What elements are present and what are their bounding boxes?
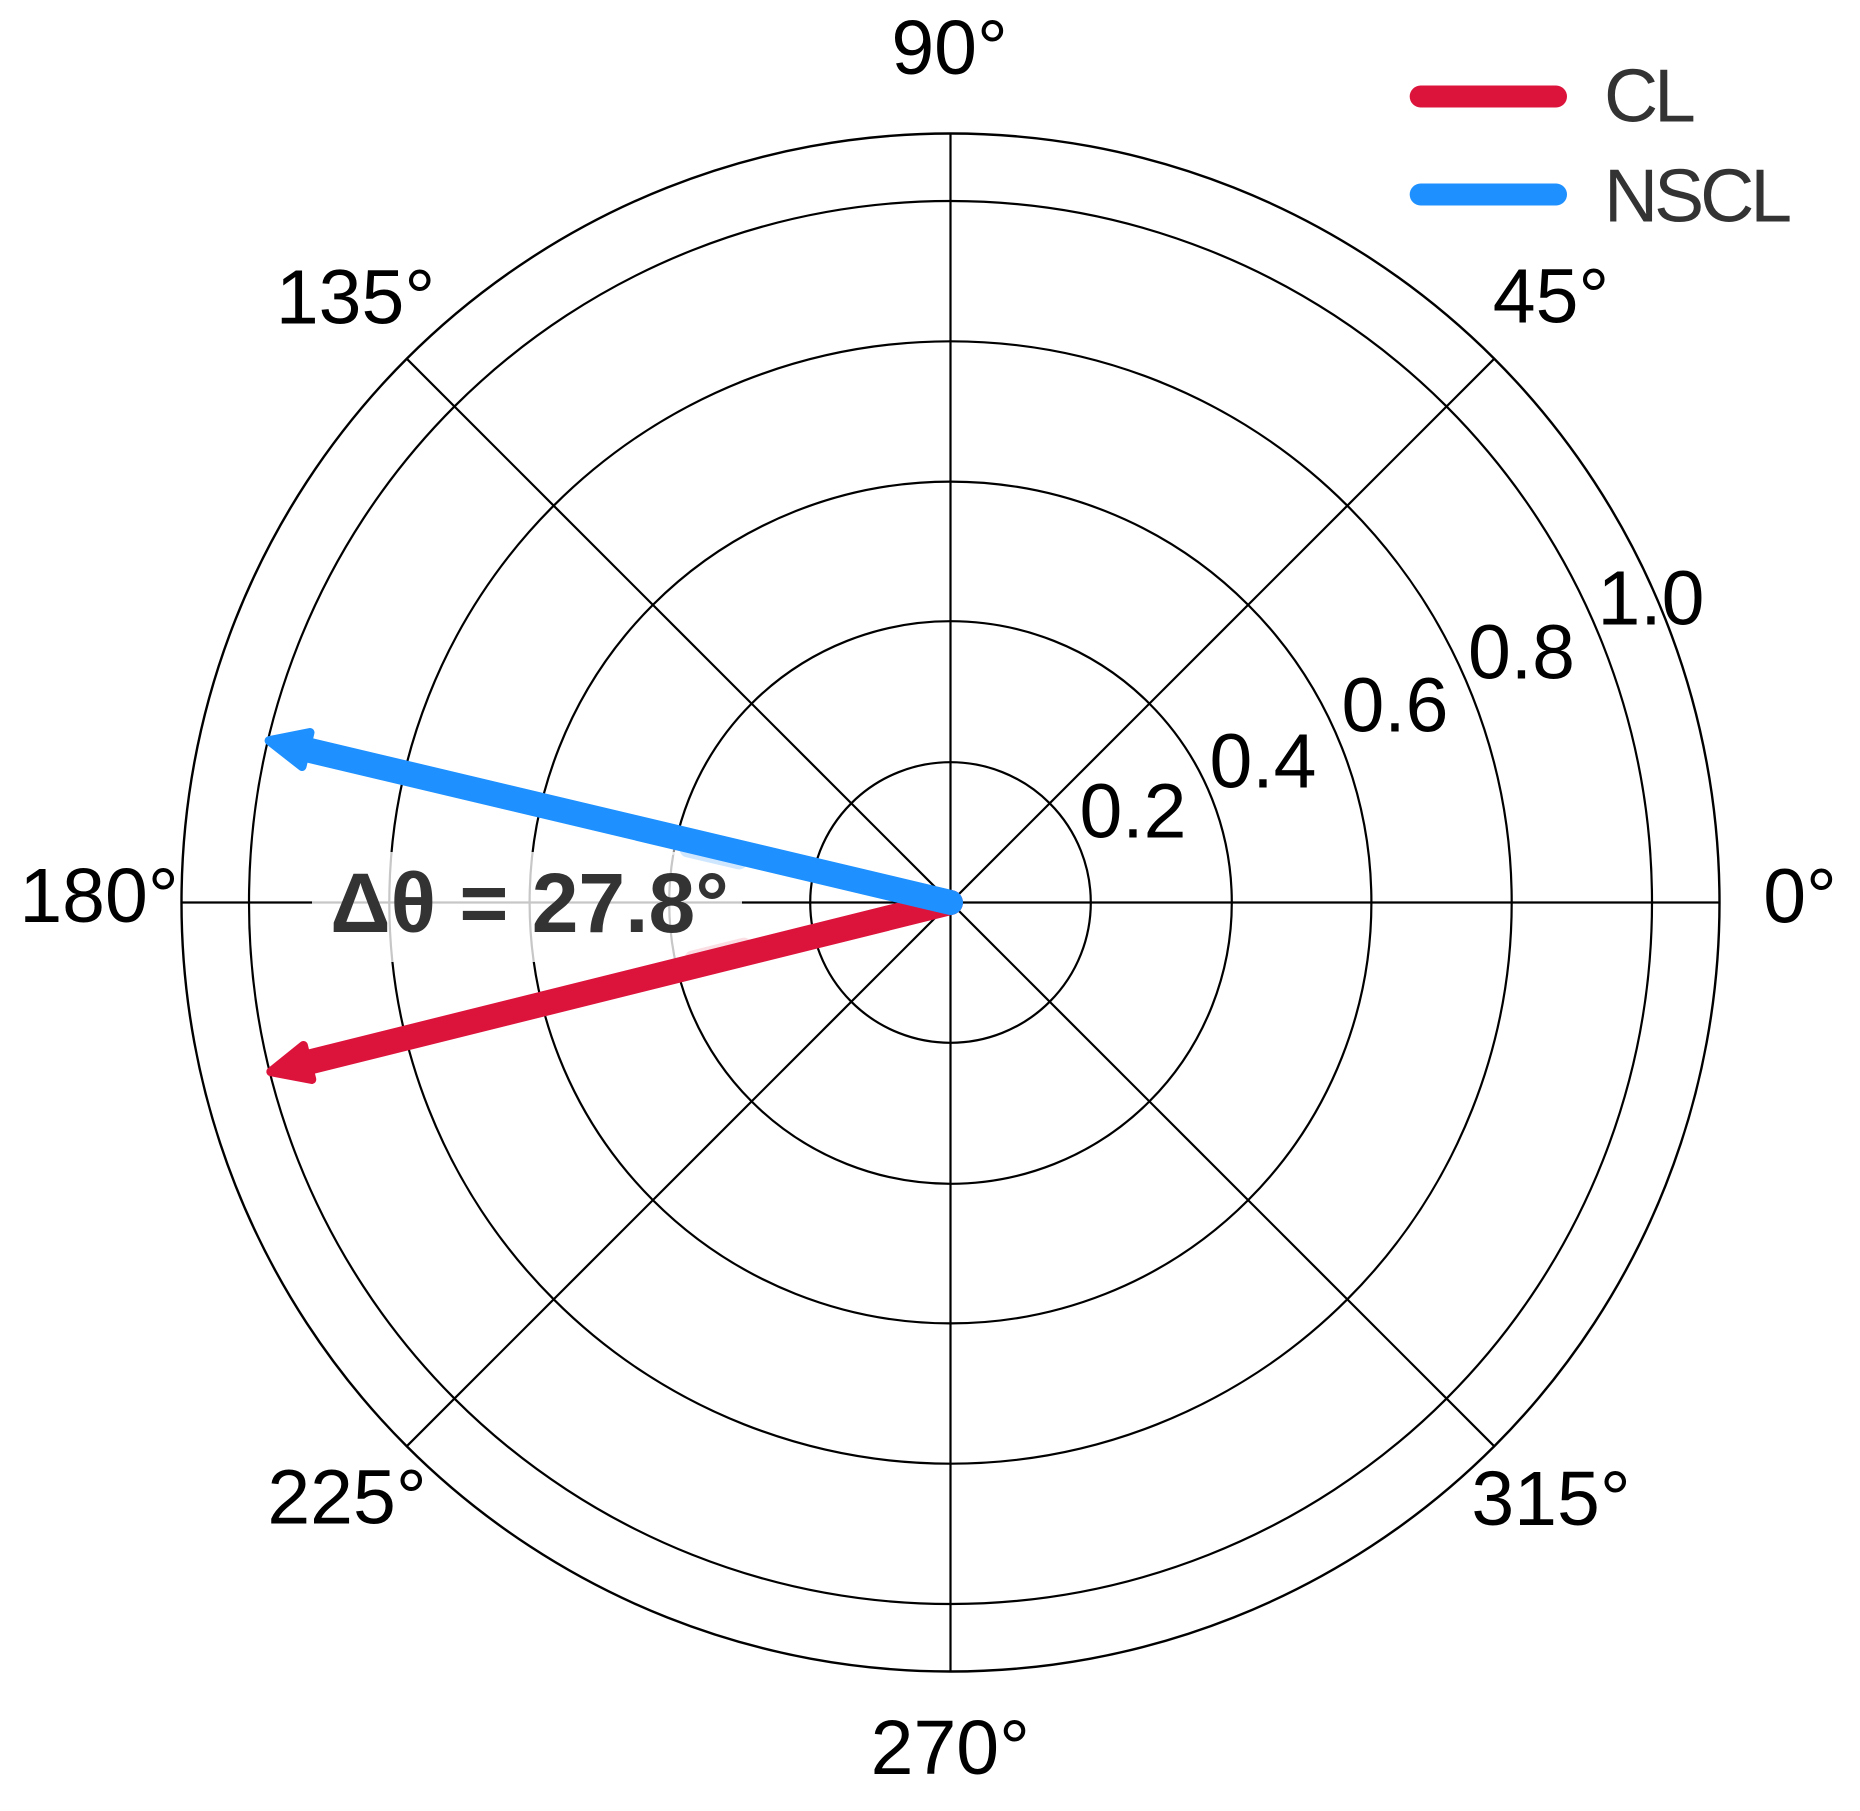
svg-text:270°: 270° bbox=[871, 1705, 1030, 1791]
svg-text:0.4: 0.4 bbox=[1209, 719, 1316, 805]
svg-text:315°: 315° bbox=[1471, 1456, 1630, 1542]
svg-text:1.0: 1.0 bbox=[1597, 556, 1704, 642]
svg-text:NSCL: NSCL bbox=[1604, 154, 1790, 238]
svg-text:90°: 90° bbox=[891, 5, 1007, 91]
svg-text:0.6: 0.6 bbox=[1341, 663, 1448, 749]
svg-text:0.8: 0.8 bbox=[1468, 610, 1575, 696]
svg-text:0°: 0° bbox=[1763, 854, 1837, 940]
svg-text:225°: 225° bbox=[267, 1455, 426, 1541]
svg-text:0.2: 0.2 bbox=[1079, 769, 1186, 855]
svg-text:CL: CL bbox=[1604, 54, 1694, 138]
svg-text:135°: 135° bbox=[276, 255, 435, 341]
svg-text:180°: 180° bbox=[19, 853, 178, 939]
svg-text:45°: 45° bbox=[1493, 254, 1609, 340]
svg-text:Δθ = 27.8°: Δθ = 27.8° bbox=[330, 856, 729, 950]
